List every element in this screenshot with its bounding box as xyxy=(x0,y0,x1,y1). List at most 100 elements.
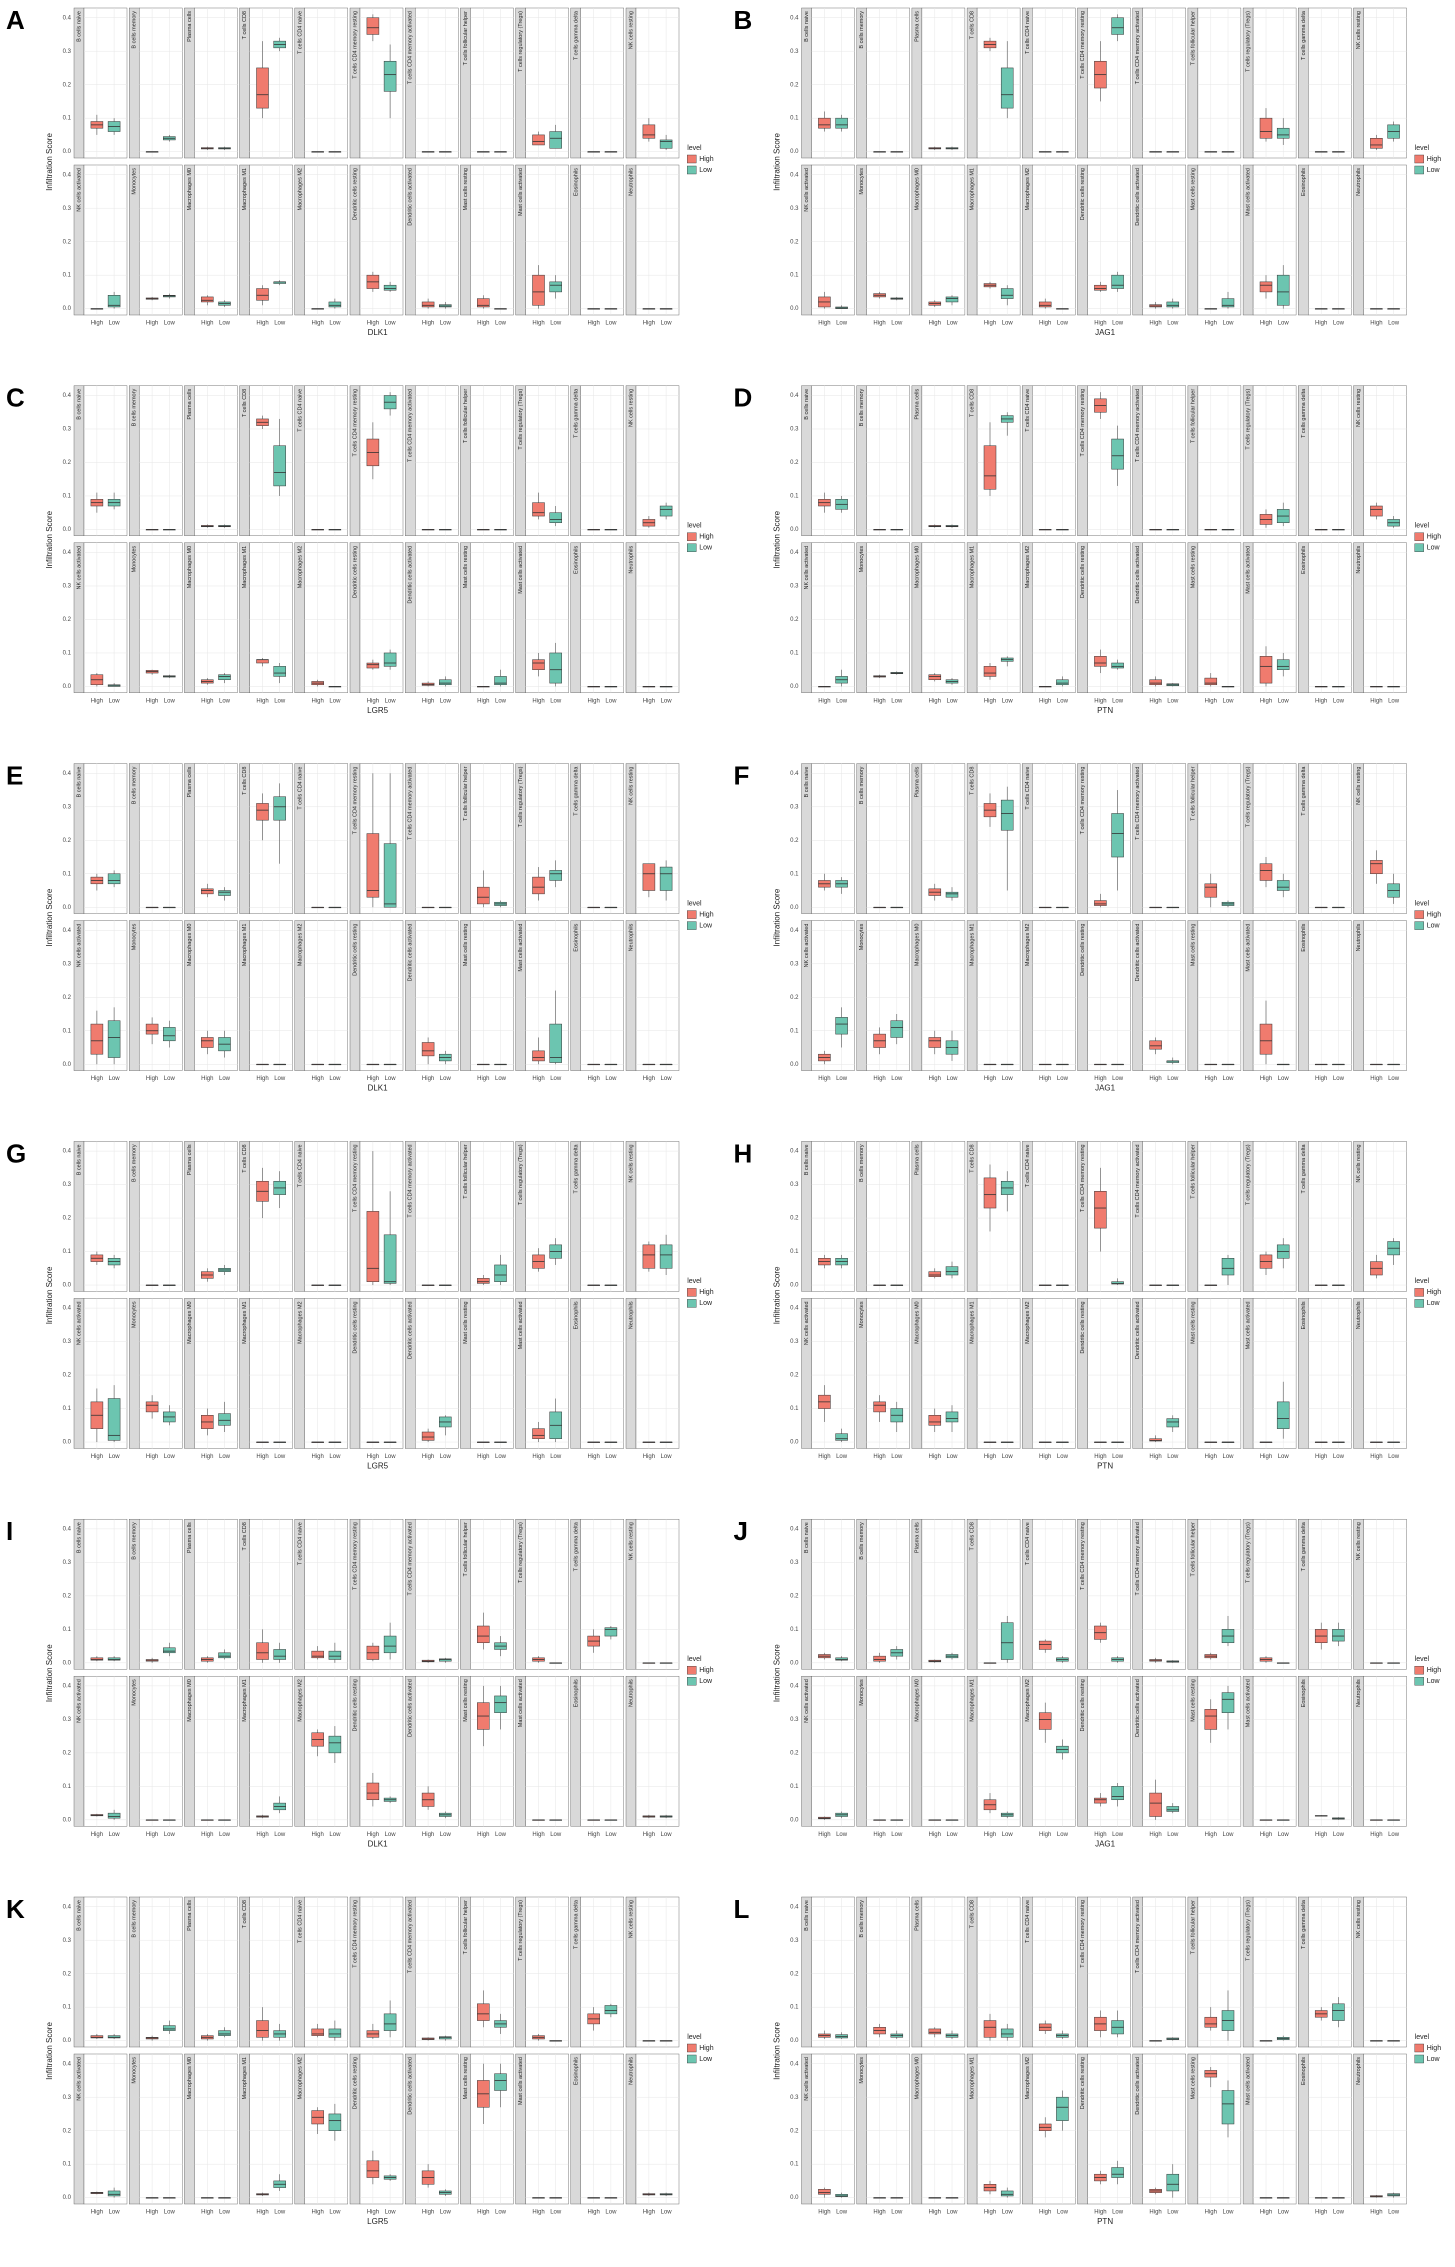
x-tick-label: Low xyxy=(440,698,452,704)
x-tick-label: Low xyxy=(109,1454,121,1460)
box xyxy=(1276,659,1290,670)
x-tick-label: High xyxy=(1205,1454,1217,1460)
box xyxy=(383,1234,397,1284)
y-tick-label: 0.1 xyxy=(63,871,72,877)
facet-label: Macrophages M1 xyxy=(242,2057,248,2100)
facet-panel xyxy=(1197,7,1242,159)
y-tick-label: 0.4 xyxy=(790,550,799,556)
x-axis-title: LGR5 xyxy=(367,2217,388,2226)
x-tick-label: Low xyxy=(946,1076,958,1082)
x-tick-label: High xyxy=(146,321,158,327)
facet-label: Macrophages M2 xyxy=(1025,924,1031,967)
facet-label: Macrophages M2 xyxy=(1025,546,1031,589)
x-tick-label: High xyxy=(201,1454,213,1460)
x-tick-label: Low xyxy=(661,1076,673,1082)
facet-panel xyxy=(580,1675,624,1827)
x-tick-label: Low xyxy=(661,321,673,327)
x-tick-label: Low xyxy=(605,321,617,327)
facet-label: B cells memory xyxy=(132,389,138,427)
box xyxy=(890,1020,904,1038)
legend-key xyxy=(1414,165,1424,175)
box xyxy=(107,1020,121,1058)
facet-panel xyxy=(1142,1896,1186,2048)
facet-label: Macrophages M1 xyxy=(242,1301,248,1344)
facet-panel xyxy=(1032,920,1076,1071)
facet-label: NK cells resting xyxy=(628,767,634,805)
legend-key xyxy=(687,532,697,541)
box xyxy=(945,891,959,898)
x-tick-label: Low xyxy=(550,1832,562,1838)
y-axis-title: Infiltration Score xyxy=(45,133,54,191)
y-tick-label: 0.2 xyxy=(63,1971,72,1977)
facet-panel xyxy=(635,1675,680,1827)
facet-label: T cells regulatory (Tregs) xyxy=(1246,1522,1252,1583)
box xyxy=(107,2190,121,2197)
facet-label: T cells CD4 naive xyxy=(297,767,303,810)
box xyxy=(983,666,997,677)
facet-panel xyxy=(1363,763,1407,914)
box xyxy=(604,1627,618,1637)
x-tick-label: High xyxy=(588,321,600,327)
x-tick-label: Low xyxy=(891,1832,903,1838)
x-tick-label: High xyxy=(1205,1832,1217,1838)
box xyxy=(477,2003,490,2021)
facet-label: Dendritic cells activated xyxy=(408,924,414,982)
x-tick-label: Low xyxy=(550,698,562,704)
x-tick-label: High xyxy=(91,1832,103,1838)
box xyxy=(659,866,673,891)
box xyxy=(1111,17,1124,35)
box xyxy=(945,1411,959,1423)
y-tick-label: 0.3 xyxy=(63,1182,72,1188)
facet-label: T cells CD4 memory activated xyxy=(408,1144,414,1217)
y-axis-title: Infiltration Score xyxy=(773,510,782,568)
x-tick-label: Low xyxy=(385,321,397,327)
facet-label: Monocytes xyxy=(859,546,865,573)
y-tick-label: 0.0 xyxy=(63,2038,72,2044)
facet-label: B cells memory xyxy=(132,1522,138,1560)
y-tick-label: 0.1 xyxy=(790,116,799,122)
facet-panel xyxy=(249,164,293,316)
facet-label: T cells CD8 xyxy=(242,1522,248,1550)
y-tick-label: 0.4 xyxy=(790,172,799,178)
x-tick-label: Low xyxy=(1112,1832,1124,1838)
facet-label: Mast cells resting xyxy=(1190,546,1196,589)
y-tick-label: 0.4 xyxy=(63,928,72,934)
facet-label: T cells regulatory (Tregs) xyxy=(1246,1144,1252,1205)
facet-label: Dendritic cells activated xyxy=(1135,1301,1141,1359)
y-axis-title: Infiltration Score xyxy=(773,133,782,191)
facet-label: Dendritic cells activated xyxy=(408,546,414,604)
x-tick-label: Low xyxy=(219,1832,231,1838)
facet-panel xyxy=(415,1675,459,1827)
facet-panel xyxy=(304,7,348,159)
facet-label: Neutrophils xyxy=(628,1679,634,1707)
facet-panel xyxy=(1252,1675,1297,1827)
facet-label: Macrophages M1 xyxy=(242,924,248,967)
facet-panel xyxy=(415,920,459,1071)
facet-panel xyxy=(635,763,680,914)
x-tick-label: Low xyxy=(946,1832,958,1838)
x-tick-label: Low xyxy=(891,698,903,704)
facet-panel xyxy=(138,164,183,316)
x-tick-label: Low xyxy=(1278,698,1290,704)
x-axis-title: DLK1 xyxy=(368,1084,389,1093)
facet-label: T cells regulatory (Tregs) xyxy=(518,766,524,827)
x-tick-label: High xyxy=(146,698,158,704)
x-axis-title: DLK1 xyxy=(368,1839,389,1848)
facet-panel xyxy=(194,1518,238,1670)
y-tick-label: 0.0 xyxy=(63,1062,72,1068)
box xyxy=(659,1244,673,1269)
x-tick-label: High xyxy=(422,1076,434,1082)
facet-label: NK cells resting xyxy=(1356,1522,1362,1560)
facet-panel xyxy=(1252,542,1297,693)
box xyxy=(439,1658,452,1662)
x-tick-label: High xyxy=(1370,1076,1382,1082)
facet-label: NK cells resting xyxy=(1356,767,1362,805)
facet-label: Plasma cells xyxy=(187,766,193,797)
facet-panel xyxy=(866,920,910,1071)
x-tick-label: Low xyxy=(164,321,176,327)
facet-panel xyxy=(249,2053,293,2205)
facet-panel xyxy=(470,1896,514,2048)
facet-label: Eosinophils xyxy=(1301,1301,1307,1329)
facet-label: T cells CD4 memory activated xyxy=(408,389,414,462)
